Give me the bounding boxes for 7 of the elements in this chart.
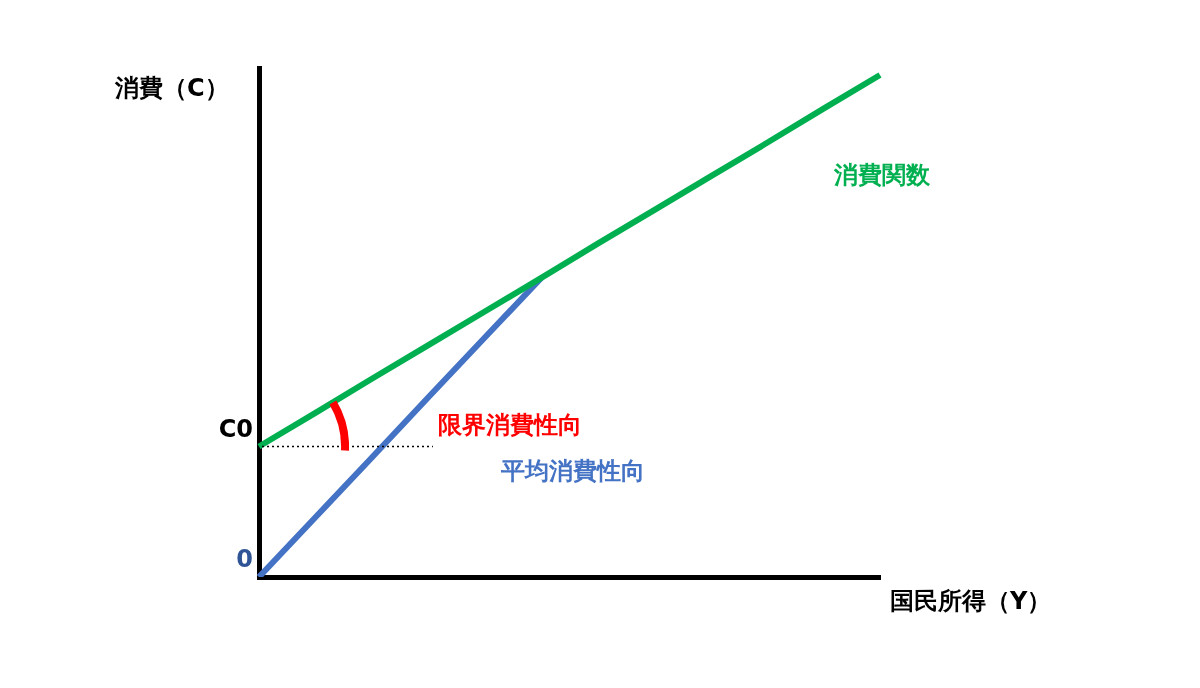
x-axis-title: 国民所得（Y） [890,587,1052,616]
ref-line-label: C0 [218,414,253,443]
text: 平均消費性向 [500,457,646,486]
annotation: 限界消費性向 [438,410,582,439]
text: 消費関数 [833,161,931,190]
text: 0 [236,545,253,574]
y-axis-title: 消費（C） [114,74,229,103]
